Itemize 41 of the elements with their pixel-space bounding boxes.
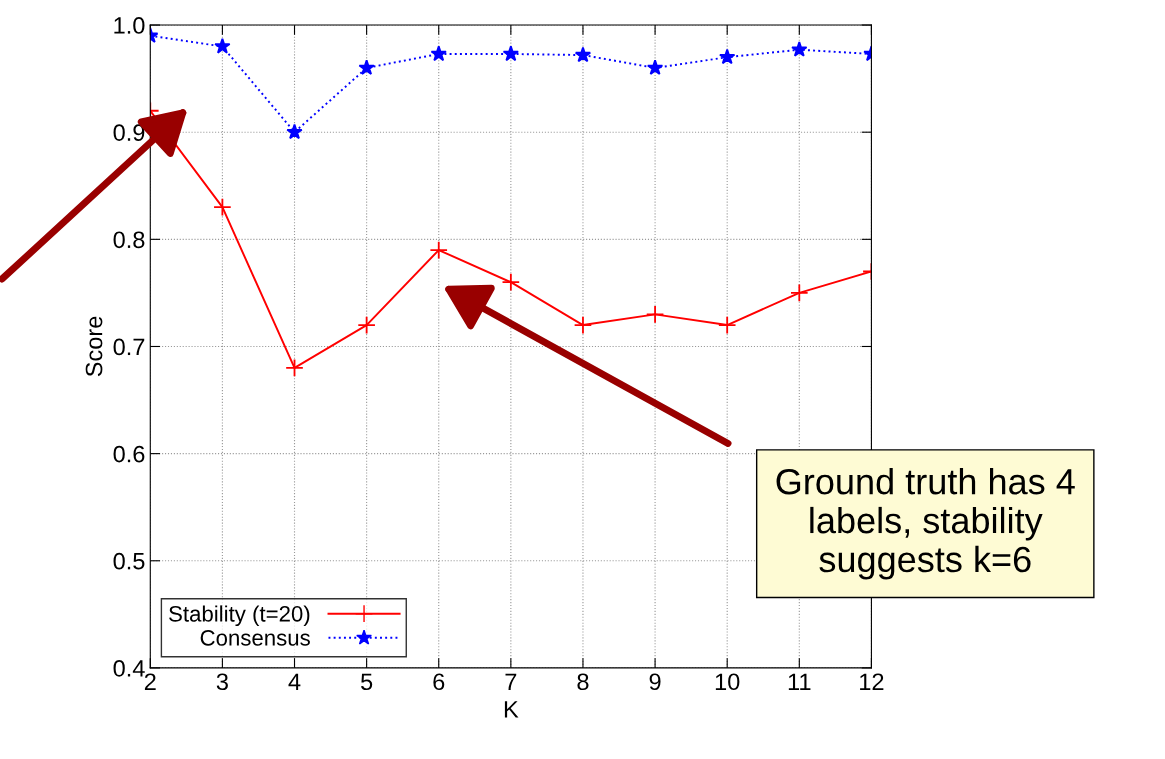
y-axis-title: Score [85, 316, 103, 377]
x-tick-label: 3 [216, 673, 228, 691]
point [429, 240, 448, 260]
point [791, 41, 808, 57]
legend-label: Stability (t=20) [169, 605, 310, 627]
point [645, 305, 665, 324]
legend-label: Consensus [200, 630, 310, 646]
y-tick-label: 0.5 [113, 552, 145, 570]
point [286, 123, 303, 140]
x-tick-label: 12 [860, 673, 884, 690]
x-axis-title: K [504, 701, 519, 718]
point [430, 45, 447, 62]
x-tick-label: 4 [288, 673, 301, 690]
point [574, 46, 592, 63]
point [790, 283, 809, 303]
point [573, 315, 593, 335]
point [646, 59, 664, 75]
point [214, 37, 231, 54]
y-tick-label: 0.6 [113, 445, 145, 463]
x-tick-label: 2 [144, 673, 156, 690]
y-tick-label: 0.4 [113, 659, 145, 677]
point [358, 59, 375, 75]
x-tick-label: 11 [788, 673, 811, 690]
x-tick-label: 6 [433, 673, 445, 691]
point [719, 48, 736, 65]
point [501, 272, 521, 292]
x-tick-label: 10 [715, 673, 740, 691]
x-tick-label: 5 [361, 673, 373, 691]
point [357, 315, 376, 335]
x-tick-label: 9 [649, 673, 661, 691]
x-tick-label: 7 [505, 673, 517, 690]
point [213, 197, 232, 217]
point [717, 315, 737, 335]
annotation: Ground truth has 4 labels, stability suggests k=6 [776, 467, 1075, 580]
y-tick-label: 1.0 [114, 17, 145, 34]
y-tick-label: 0.8 [113, 231, 145, 249]
y-tick-label: 0.9 [113, 124, 145, 141]
point [502, 45, 520, 62]
y-tick-label: 0.7 [113, 338, 145, 356]
x-tick-label: 8 [577, 673, 589, 691]
point [285, 358, 304, 378]
